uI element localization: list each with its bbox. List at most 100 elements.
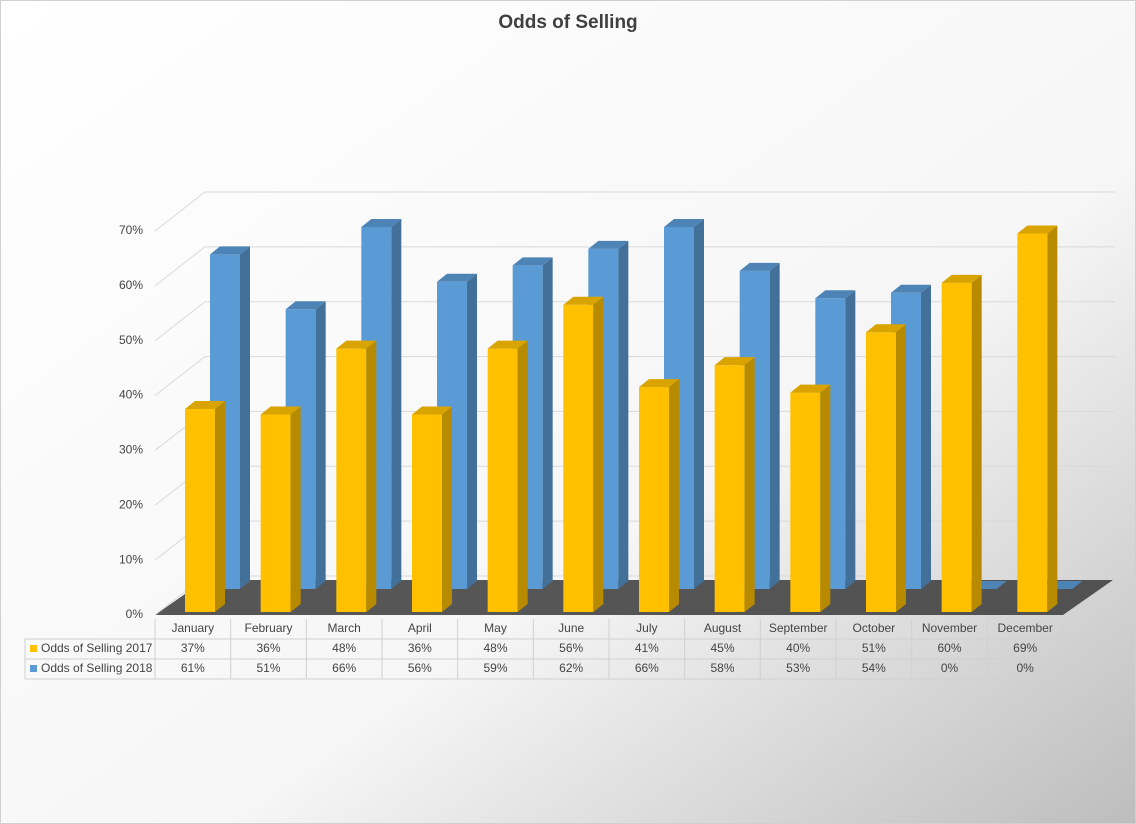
bar: [260, 406, 301, 612]
bar-top: [815, 290, 856, 299]
bar-front: [866, 332, 896, 612]
x-tick-label: May: [484, 621, 507, 635]
value-label: 48%: [332, 641, 356, 655]
bar-side: [1047, 225, 1058, 612]
value-label: 69%: [1013, 641, 1037, 655]
bar-top: [790, 384, 831, 393]
x-tick-label: March: [327, 621, 360, 635]
bar: [639, 379, 679, 612]
legend-key: [30, 665, 37, 672]
bar-side: [542, 257, 553, 589]
value-label: 51%: [862, 641, 886, 655]
bar-front: [1017, 233, 1048, 612]
bar-front: [639, 387, 669, 612]
bar: [1017, 225, 1058, 612]
value-label: 40%: [786, 641, 810, 655]
y-tick-label: 0%: [126, 607, 144, 621]
bar-side: [467, 273, 477, 589]
bar-top: [588, 240, 629, 249]
value-label: 0%: [1016, 661, 1034, 675]
bar-side: [845, 290, 856, 589]
y-tick-label: 30%: [119, 443, 143, 457]
bar-side: [517, 340, 528, 612]
chart-title: Odds of Selling: [498, 12, 637, 33]
bar-side: [593, 296, 604, 612]
bar: [412, 406, 452, 612]
bar-front: [714, 365, 745, 612]
x-tick-label: February: [244, 621, 292, 635]
bar-side: [240, 246, 250, 589]
bar-top: [260, 406, 301, 415]
legend-label: Odds of Selling 2017: [41, 641, 153, 655]
bar-top: [336, 340, 377, 349]
grid-line: [154, 191, 1115, 232]
bar-top: [739, 262, 780, 271]
bar-top: [487, 340, 528, 349]
y-tick-label: 50%: [119, 333, 143, 347]
value-label: 66%: [635, 661, 659, 675]
bar: [714, 357, 755, 612]
bar-top: [891, 284, 931, 293]
y-tick-label: 10%: [119, 552, 143, 566]
bar-side: [315, 301, 326, 589]
value-label: 51%: [256, 661, 280, 675]
bar-top: [412, 406, 452, 415]
value-label: 60%: [937, 641, 961, 655]
y-tick-label: 40%: [119, 388, 143, 402]
x-tick-label: October: [852, 621, 895, 635]
bar-top: [941, 274, 982, 283]
y-tick-label: 70%: [119, 223, 143, 237]
bar: [941, 274, 982, 612]
value-label: 58%: [710, 661, 734, 675]
grid-line: [154, 356, 1115, 396]
bar: [790, 384, 831, 612]
bar-top: [437, 273, 477, 282]
bar-top: [563, 296, 604, 305]
y-tick-label: 60%: [119, 278, 143, 292]
x-tick-label: September: [769, 621, 828, 635]
value-label: 45%: [710, 641, 734, 655]
bar-side: [366, 340, 377, 612]
x-tick-label: November: [922, 621, 977, 635]
value-label: 59%: [483, 661, 507, 675]
x-tick-label: December: [997, 621, 1052, 635]
bar-top: [714, 357, 755, 366]
x-tick-label: June: [558, 621, 584, 635]
bar-top: [639, 379, 679, 388]
value-label: 53%: [786, 661, 810, 675]
bar-front: [185, 409, 215, 612]
value-label: 37%: [181, 641, 205, 655]
value-label: 0%: [941, 661, 959, 675]
bar-side: [921, 284, 931, 589]
bar-top: [285, 301, 326, 310]
bar: [487, 340, 528, 612]
bar-top: [210, 246, 250, 255]
bar: [563, 296, 604, 612]
bar-side: [769, 262, 780, 589]
bar-top: [185, 401, 225, 410]
grid-line: [154, 301, 1115, 342]
value-label: 54%: [862, 661, 886, 675]
value-label: 66%: [332, 661, 356, 675]
bar-side: [971, 274, 982, 612]
bar-side: [744, 357, 755, 612]
value-label: 56%: [559, 641, 583, 655]
bar: [336, 340, 377, 612]
value-label: 61%: [181, 661, 205, 675]
value-label: 36%: [408, 641, 432, 655]
bar-side: [442, 406, 452, 612]
bar-top: [866, 324, 906, 333]
plot: 0% 10% 20% 30% 40% 50% 60% 70% January February Ma…: [24, 191, 1115, 680]
bar-front: [412, 414, 442, 612]
x-tick-label: August: [704, 621, 742, 635]
bar-top: [361, 218, 402, 227]
x-tick-label: January: [171, 621, 214, 635]
y-tick-label: 20%: [119, 497, 143, 511]
bar-front: [336, 348, 367, 612]
bar-side: [694, 218, 704, 589]
legend-label: Odds of Selling 2018: [41, 661, 153, 675]
bar-side: [290, 406, 301, 612]
bar-side: [215, 401, 225, 612]
bar-side: [669, 379, 679, 612]
